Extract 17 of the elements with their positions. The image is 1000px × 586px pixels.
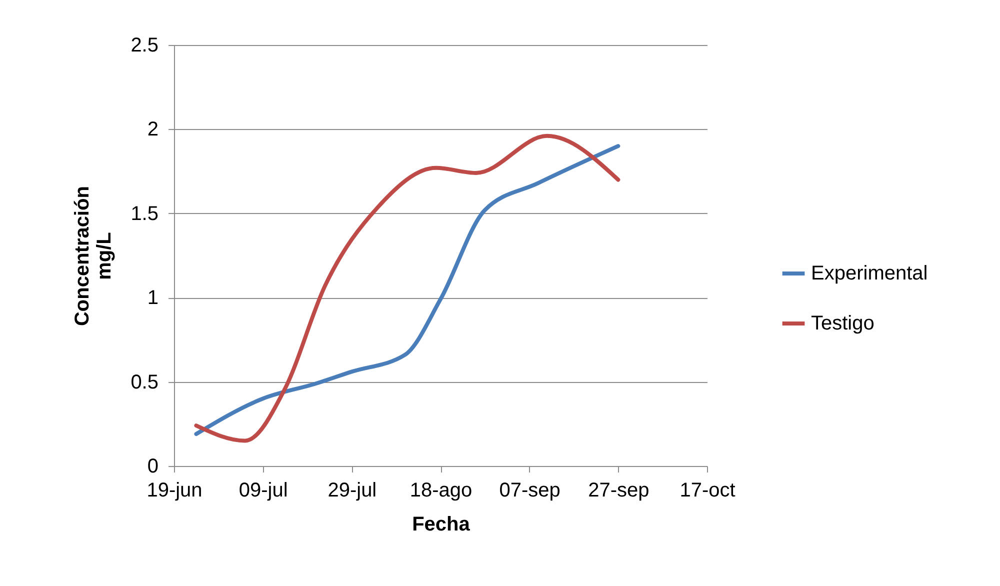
x-tick-label: 17-oct xyxy=(680,480,736,502)
x-axis-title: Fecha xyxy=(412,514,471,536)
y-tick-label: 1 xyxy=(147,287,158,310)
y-tick-label: 0.5 xyxy=(130,371,158,394)
x-tick-label: 07-sep xyxy=(499,480,560,502)
y-tick-label: 2.5 xyxy=(130,34,158,56)
y-tick-label: 1.5 xyxy=(130,202,158,225)
y-axis-title: Concentración mg/L xyxy=(72,186,116,326)
legend-label: Testigo xyxy=(811,312,874,334)
x-tick-label: 27-sep xyxy=(588,480,650,502)
y-tick-label: 2 xyxy=(147,118,158,141)
x-tick-label: 09-jul xyxy=(238,480,288,502)
x-tick-label: 19-jun xyxy=(146,480,202,502)
x-tick-label: 29-jul xyxy=(328,480,377,502)
y-tick-label: 0 xyxy=(147,456,158,478)
legend-label: Experimental xyxy=(811,262,928,284)
x-tick-label: 18-ago xyxy=(410,480,472,502)
